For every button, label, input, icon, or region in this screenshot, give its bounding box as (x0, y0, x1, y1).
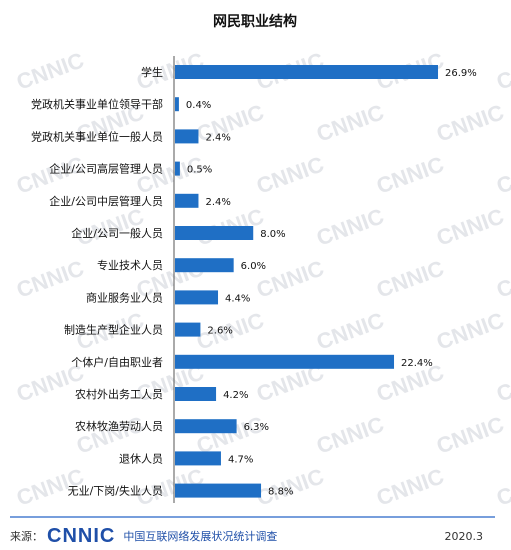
chart-title: 网民职业结构 (213, 13, 297, 30)
category-label: 无业/下岗/失业人员 (68, 485, 163, 498)
report-date: 2020.3 (444, 529, 484, 543)
category-label: 商业服务业人员 (86, 290, 163, 304)
watermark-text: CNNIC (13, 255, 87, 302)
source-label: 来源： (10, 530, 43, 543)
bar (175, 387, 217, 401)
source-organization: 中国互联网络发展状况统计调查 (123, 530, 278, 543)
category-label: 农林牧渔劳动人员 (75, 419, 163, 433)
watermark-text: CNNIC (373, 463, 447, 510)
category-label: 专业技术人员 (97, 258, 163, 272)
category-label: 退休人员 (119, 452, 163, 465)
bar (175, 483, 262, 498)
bar (175, 161, 180, 176)
cnnic-logo: CNNIC (47, 524, 116, 547)
bar (175, 258, 234, 273)
watermark-text: CNNIC (313, 411, 387, 458)
value-label: 0.4% (186, 100, 211, 111)
watermark-text: CNNIC (493, 463, 511, 510)
value-label: 2.4% (205, 197, 230, 208)
value-label: 6.3% (244, 422, 269, 433)
bar (175, 419, 237, 434)
watermark-text: CNNIC (493, 255, 511, 302)
value-label: 2.4% (205, 132, 230, 143)
value-label: 8.8% (268, 487, 293, 498)
value-label: 22.4% (401, 358, 433, 369)
value-label: 4.2% (223, 390, 248, 401)
category-label: 党政机关事业单位一般人员 (31, 129, 163, 143)
bar-series: 学生 26.9% 党政机关事业单位领导干部 0.4% 党政机关事业单位一般人员 2.4% 企… (31, 65, 477, 498)
watermark-text: CNNIC (493, 47, 511, 94)
footer: 来源： CNNIC 中国互联网络发展状况统计调查 2020.3 (0, 522, 511, 550)
watermark-text: CNNIC (13, 47, 87, 94)
watermark-text: CNNIC (373, 151, 447, 198)
watermark-text: CNNIC (373, 255, 447, 302)
category-label: 学生 (141, 65, 163, 79)
value-label: 4.7% (228, 454, 253, 465)
category-label: 党政机关事业单位领导干部 (31, 97, 163, 111)
watermark-text: CNNIC (433, 307, 507, 354)
category-label: 农村外出务工人员 (75, 387, 163, 401)
bar (175, 226, 254, 240)
watermark-text: CNNIC (253, 151, 327, 198)
bar (175, 451, 221, 466)
value-label: 0.5% (187, 165, 212, 176)
value-label: 8.0% (260, 229, 285, 240)
watermark-text: CNNIC (313, 203, 387, 250)
value-label: 2.6% (207, 326, 232, 337)
watermark-text: CNNIC (313, 99, 387, 146)
category-label: 个体户/自由职业者 (71, 355, 163, 369)
category-label: 企业/公司高层管理人员 (49, 162, 163, 176)
watermark-text: CNNIC (493, 359, 511, 406)
bar (175, 129, 199, 144)
watermark-layer: CNNIC CNNIC CNNIC CNNIC CNNIC CNNIC CNNIC CNNIC… (13, 47, 511, 510)
bar (175, 65, 439, 79)
value-label: 6.0% (241, 261, 266, 272)
watermark-text: CNNIC (433, 411, 507, 458)
category-label: 企业/公司一般人员 (71, 226, 163, 240)
bar (175, 354, 395, 369)
watermark-text: CNNIC (433, 203, 507, 250)
category-label: 企业/公司中层管理人员 (49, 194, 163, 208)
bar (175, 290, 219, 305)
bar (175, 322, 201, 337)
bar (175, 193, 199, 208)
bar (175, 97, 179, 112)
category-label: 制造生产型企业人员 (64, 323, 163, 337)
watermark-text: CNNIC (433, 99, 507, 146)
watermark-text: CNNIC (313, 307, 387, 354)
watermark-text: CNNIC (493, 151, 511, 198)
value-label: 26.9% (445, 68, 477, 79)
bar-chart: CNNIC CNNIC CNNIC CNNIC CNNIC CNNIC CNNIC CNNIC… (10, 13, 511, 518)
value-label: 4.4% (225, 293, 250, 304)
